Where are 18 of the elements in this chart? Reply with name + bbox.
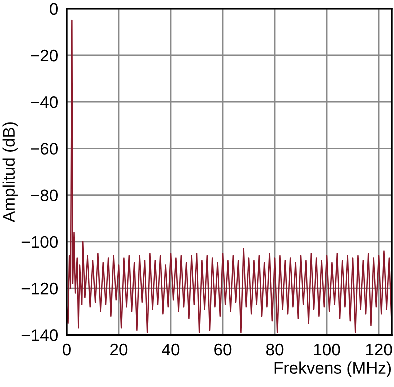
y-tick-label: −100 xyxy=(22,236,58,248)
x-tick-label: 40 xyxy=(162,344,180,356)
x-axis-title: Frekvens (MHz) xyxy=(274,362,391,378)
y-tick-label: 0 xyxy=(50,3,58,16)
x-tick-label: 0 xyxy=(62,344,71,356)
x-tick-label: 60 xyxy=(214,344,232,356)
x-tick-label: 20 xyxy=(110,344,128,356)
y-tick-label: −40 xyxy=(31,96,58,108)
y-axis-title: Amplitud (dB) xyxy=(2,122,18,222)
y-tick-label: −120 xyxy=(22,282,58,295)
x-tick-label: 120 xyxy=(366,344,392,356)
y-tick-label: −80 xyxy=(31,190,58,202)
y-tick-label: −140 xyxy=(22,330,58,342)
x-tick-label: 80 xyxy=(266,344,284,356)
line-series xyxy=(66,20,392,334)
x-tick-label: 100 xyxy=(314,344,340,356)
y-tick-label: −20 xyxy=(31,50,58,62)
y-tick-label: −60 xyxy=(31,143,58,155)
